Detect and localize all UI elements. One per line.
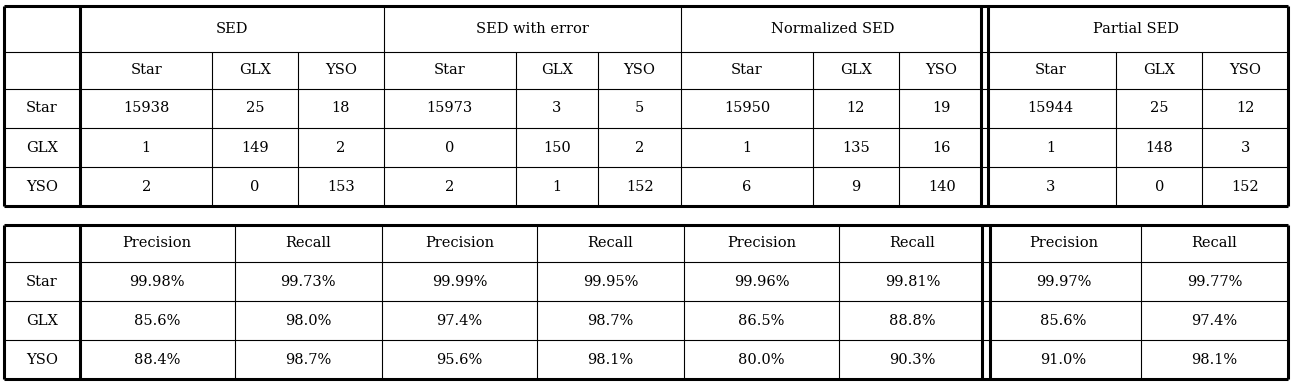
Text: Star: Star	[26, 102, 58, 115]
Text: 97.4%: 97.4%	[1191, 314, 1238, 328]
Text: 25: 25	[1150, 102, 1169, 115]
Text: 140: 140	[928, 179, 956, 194]
Text: 15973: 15973	[426, 102, 473, 115]
Text: 0: 0	[444, 141, 455, 154]
Text: 18: 18	[332, 102, 350, 115]
Text: Partial SED: Partial SED	[1093, 22, 1180, 36]
Text: 25: 25	[245, 102, 265, 115]
Text: 98.7%: 98.7%	[286, 353, 332, 367]
Text: 152: 152	[625, 179, 654, 194]
Text: 135: 135	[842, 141, 870, 154]
Text: 9: 9	[851, 179, 860, 194]
Text: 99.96%: 99.96%	[734, 275, 789, 289]
Text: 2: 2	[444, 179, 455, 194]
Text: 3: 3	[1240, 141, 1249, 154]
Text: 152: 152	[1231, 179, 1258, 194]
Text: 2: 2	[634, 141, 645, 154]
Text: 3: 3	[552, 102, 562, 115]
Text: GLX: GLX	[1143, 63, 1176, 77]
Text: Star: Star	[434, 63, 465, 77]
Text: 99.99%: 99.99%	[432, 275, 487, 289]
Text: YSO: YSO	[324, 63, 357, 77]
Text: 95.6%: 95.6%	[437, 353, 482, 367]
Text: 98.1%: 98.1%	[1191, 353, 1238, 367]
Text: 85.6%: 85.6%	[134, 314, 181, 328]
Text: 2: 2	[142, 179, 151, 194]
Text: 90.3%: 90.3%	[889, 353, 935, 367]
Text: 97.4%: 97.4%	[437, 314, 482, 328]
Text: 1: 1	[553, 179, 562, 194]
Text: Star: Star	[1035, 63, 1066, 77]
Text: 16: 16	[933, 141, 951, 154]
Text: 1: 1	[1047, 141, 1056, 154]
Text: GLX: GLX	[840, 63, 872, 77]
Text: GLX: GLX	[239, 63, 271, 77]
Text: 19: 19	[933, 102, 951, 115]
Text: 2: 2	[336, 141, 345, 154]
Text: 1: 1	[142, 141, 151, 154]
Text: 150: 150	[543, 141, 571, 154]
Text: 99.81%: 99.81%	[885, 275, 941, 289]
Text: SED with error: SED with error	[475, 22, 589, 36]
Text: Recall: Recall	[890, 236, 935, 250]
Text: YSO: YSO	[26, 353, 58, 367]
Text: GLX: GLX	[26, 314, 58, 328]
Text: YSO: YSO	[925, 63, 957, 77]
Text: 88.4%: 88.4%	[134, 353, 181, 367]
Text: 149: 149	[242, 141, 269, 154]
Text: Recall: Recall	[588, 236, 633, 250]
Text: 3: 3	[1045, 179, 1056, 194]
Text: Normalized SED: Normalized SED	[771, 22, 894, 36]
Text: 153: 153	[327, 179, 355, 194]
Text: Recall: Recall	[286, 236, 331, 250]
Text: 91.0%: 91.0%	[1040, 353, 1087, 367]
Text: SED: SED	[216, 22, 248, 36]
Text: 99.77%: 99.77%	[1187, 275, 1243, 289]
Text: 148: 148	[1146, 141, 1173, 154]
Text: GLX: GLX	[26, 141, 58, 154]
Text: Precision: Precision	[1028, 236, 1098, 250]
Text: 88.8%: 88.8%	[889, 314, 935, 328]
Text: Star: Star	[130, 63, 162, 77]
Text: 15950: 15950	[724, 102, 770, 115]
Text: 1: 1	[743, 141, 752, 154]
Text: 85.6%: 85.6%	[1040, 314, 1087, 328]
Text: Precision: Precision	[123, 236, 191, 250]
Text: 98.0%: 98.0%	[286, 314, 332, 328]
Text: 98.1%: 98.1%	[588, 353, 633, 367]
Text: 86.5%: 86.5%	[738, 314, 784, 328]
Text: 99.73%: 99.73%	[280, 275, 336, 289]
Text: YSO: YSO	[26, 179, 58, 194]
Text: YSO: YSO	[1229, 63, 1261, 77]
Text: 15944: 15944	[1027, 102, 1074, 115]
Text: Precision: Precision	[727, 236, 796, 250]
Text: YSO: YSO	[624, 63, 655, 77]
Text: 99.98%: 99.98%	[129, 275, 185, 289]
Text: 0: 0	[251, 179, 260, 194]
Text: 6: 6	[742, 179, 752, 194]
Text: Recall: Recall	[1191, 236, 1238, 250]
Text: 12: 12	[1236, 102, 1255, 115]
Text: 99.97%: 99.97%	[1036, 275, 1092, 289]
Text: 12: 12	[846, 102, 864, 115]
Text: Star: Star	[26, 275, 58, 289]
Text: 99.95%: 99.95%	[583, 275, 638, 289]
Text: 0: 0	[1155, 179, 1164, 194]
Text: 15938: 15938	[123, 102, 169, 115]
Text: Precision: Precision	[425, 236, 494, 250]
Text: 5: 5	[634, 102, 645, 115]
Text: Star: Star	[731, 63, 762, 77]
Text: GLX: GLX	[541, 63, 572, 77]
Text: 98.7%: 98.7%	[588, 314, 633, 328]
Text: 80.0%: 80.0%	[738, 353, 784, 367]
